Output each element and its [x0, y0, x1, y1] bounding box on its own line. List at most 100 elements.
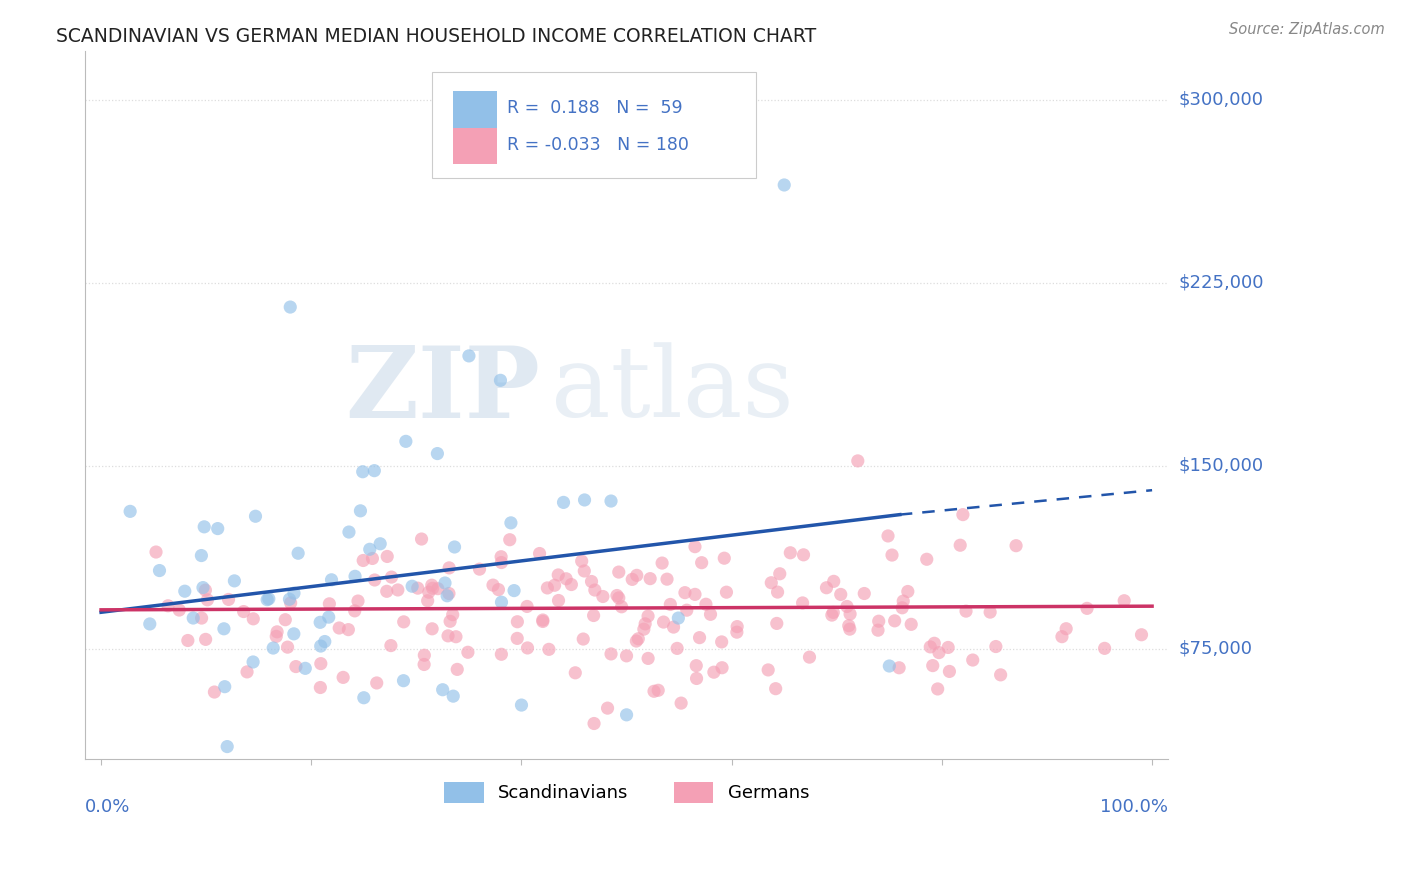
Point [375, 584, 398, 599]
Point [120, 504, 142, 518]
Point [962, 653, 984, 667]
Point [659, 598, 682, 612]
Point [321, 573, 343, 587]
Point [1094, 641, 1116, 656]
Point [1050, 630, 1073, 644]
Point [685, 658, 707, 673]
Point [413, 657, 436, 672]
Point [262, 641, 284, 656]
Point [194, 632, 217, 647]
Point [194, 583, 217, 598]
Point [955, 604, 977, 618]
Text: 100.0%: 100.0% [1099, 797, 1168, 815]
Text: Source: ZipAtlas.com: Source: ZipAtlas.com [1229, 22, 1385, 37]
Point [592, 590, 614, 604]
Text: $150,000: $150,000 [1180, 457, 1264, 475]
Point [283, 586, 305, 600]
Point [309, 681, 332, 695]
Point [928, 646, 950, 660]
Point [491, 595, 513, 609]
Point [792, 548, 814, 562]
Point [690, 556, 713, 570]
Point [318, 610, 340, 624]
Point [446, 662, 468, 676]
Point [626, 568, 648, 582]
Point [422, 582, 444, 596]
Point [695, 597, 717, 611]
Point [148, 564, 170, 578]
Point [401, 579, 423, 593]
Point [887, 661, 910, 675]
Point [779, 546, 801, 560]
Point [673, 585, 696, 599]
Point [662, 620, 685, 634]
Point [984, 640, 1007, 654]
Point [581, 574, 603, 589]
Point [626, 634, 648, 648]
Point [1114, 593, 1136, 607]
Point [491, 647, 513, 661]
Point [375, 549, 398, 564]
Text: $75,000: $75,000 [1180, 640, 1253, 658]
Point [363, 464, 385, 478]
Point [287, 546, 309, 560]
Point [600, 494, 623, 508]
Point [689, 631, 711, 645]
Point [352, 465, 374, 479]
Point [666, 641, 689, 656]
Point [266, 624, 288, 639]
Point [458, 349, 481, 363]
Point [868, 614, 890, 628]
Point [990, 668, 1012, 682]
Text: $225,000: $225,000 [1180, 274, 1264, 292]
Point [218, 592, 240, 607]
Point [600, 647, 623, 661]
Point [710, 635, 733, 649]
Point [489, 549, 512, 564]
Point [773, 178, 796, 192]
Point [278, 592, 301, 607]
Point [439, 615, 461, 629]
Text: ZIP: ZIP [344, 342, 540, 439]
Point [643, 684, 665, 698]
Point [488, 582, 510, 597]
Point [823, 606, 845, 620]
Point [938, 665, 960, 679]
Point [792, 596, 814, 610]
Point [167, 603, 190, 617]
Point [204, 685, 226, 699]
Point [257, 591, 280, 606]
FancyBboxPatch shape [453, 128, 496, 164]
Point [314, 634, 336, 648]
Point [145, 545, 167, 559]
Point [437, 586, 460, 600]
Point [547, 593, 569, 607]
Point [891, 594, 914, 608]
Point [499, 533, 522, 547]
Point [352, 553, 374, 567]
Point [1076, 601, 1098, 615]
Point [217, 739, 239, 754]
Point [434, 576, 457, 591]
FancyBboxPatch shape [432, 72, 756, 178]
Point [432, 682, 454, 697]
Point [655, 572, 678, 586]
Point [426, 446, 449, 460]
Point [839, 607, 862, 621]
Point [418, 585, 440, 599]
Point [765, 681, 787, 696]
FancyBboxPatch shape [453, 91, 496, 128]
Point [765, 616, 787, 631]
Point [838, 622, 860, 636]
Legend: Scandinavians, Germans: Scandinavians, Germans [437, 774, 817, 810]
Point [616, 648, 638, 663]
Point [380, 639, 402, 653]
Point [309, 615, 332, 630]
Point [547, 568, 569, 582]
Point [420, 622, 443, 636]
Point [583, 716, 606, 731]
Text: SCANDINAVIAN VS GERMAN MEDIAN HOUSEHOLD INCOME CORRELATION CHART: SCANDINAVIAN VS GERMAN MEDIAN HOUSEHOLD … [56, 27, 817, 45]
Point [897, 584, 920, 599]
Point [277, 640, 299, 655]
Point [294, 661, 316, 675]
